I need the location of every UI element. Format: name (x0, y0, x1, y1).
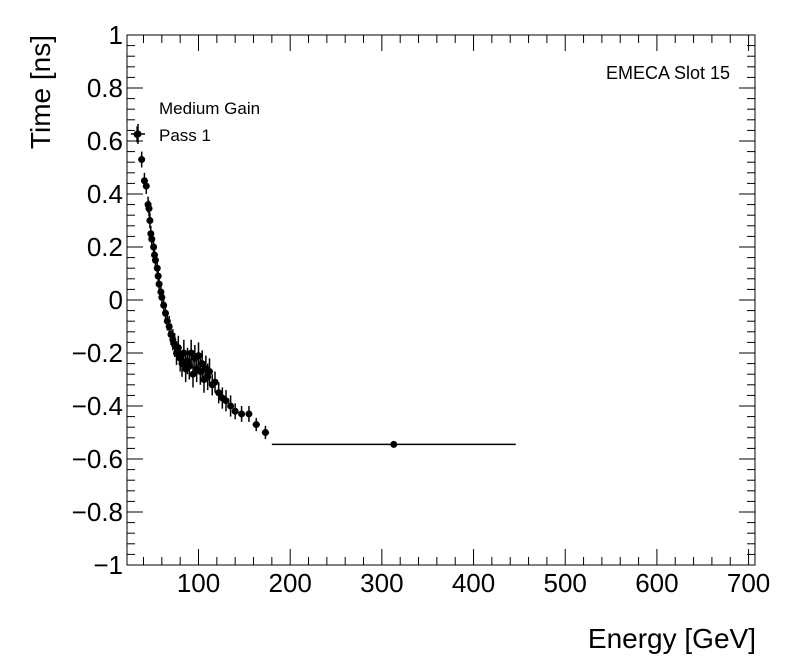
y-tick-label: −0.2 (72, 338, 123, 368)
marker (206, 368, 214, 376)
data-point (142, 178, 150, 194)
slot-annotation: EMECA Slot 15 (606, 63, 730, 83)
data-point (215, 382, 223, 404)
data-point (206, 358, 214, 385)
marker (245, 410, 253, 418)
marker (147, 230, 155, 238)
y-tick-label: 0.8 (87, 73, 123, 103)
marker (180, 349, 188, 357)
data-point (198, 350, 206, 377)
marker (187, 349, 195, 357)
y-tick-label: −0.8 (72, 497, 123, 527)
y-axis-tick-labels: −1 −0.8 −0.6 −0.4 −0.2 0 0.2 0.4 0.6 0.8 1 (72, 20, 123, 580)
y-tick-label: −0.4 (72, 391, 123, 421)
gain-annotation: Medium Gain (159, 99, 260, 118)
marker (195, 352, 203, 360)
marker (151, 251, 159, 259)
data-point (187, 339, 195, 367)
data-point (145, 200, 153, 217)
y-axis-ticks (127, 34, 755, 566)
y-tick-label: 0 (109, 285, 123, 315)
x-axis-title: Energy [GeV] (588, 623, 756, 654)
y-tick-label: −0.6 (72, 444, 123, 474)
marker (150, 243, 158, 251)
marker (238, 410, 246, 418)
x-tick-label: 600 (635, 568, 678, 598)
data-point (261, 425, 270, 440)
data-point (227, 395, 235, 417)
x-tick-label: 200 (268, 568, 311, 598)
y-tick-label: 0.2 (87, 232, 123, 262)
marker (189, 370, 197, 378)
data-point (252, 417, 260, 432)
y-tick-label: −1 (93, 550, 123, 580)
data-point (245, 406, 253, 422)
data-point (146, 212, 154, 229)
data-point (195, 342, 203, 369)
x-tick-label: 500 (544, 568, 587, 598)
legend-marker (131, 124, 145, 144)
data-series (133, 126, 516, 448)
marker (146, 217, 154, 224)
marker (227, 402, 235, 410)
data-point (138, 151, 146, 168)
data-point (231, 403, 239, 420)
marker (153, 264, 161, 272)
marker (145, 205, 153, 213)
data-point (180, 339, 188, 367)
x-axis-ticks (143, 35, 750, 565)
data-point (222, 390, 230, 412)
x-tick-label: 100 (177, 568, 220, 598)
marker (222, 397, 230, 405)
data-point (189, 360, 197, 388)
x-tick-label: 400 (452, 568, 495, 598)
data-point (238, 406, 246, 422)
marker (154, 272, 162, 280)
marker (157, 288, 165, 296)
marker (138, 156, 146, 164)
x-tick-label: 300 (360, 568, 403, 598)
marker (215, 389, 223, 397)
y-tick-label: 0.6 (87, 126, 123, 156)
marker (198, 360, 206, 368)
x-tick-label: 700 (727, 568, 770, 598)
marker (211, 378, 219, 386)
y-axis-title: Time [ns] (25, 35, 56, 149)
marker (231, 407, 239, 415)
y-tick-label: 1 (109, 20, 123, 50)
data-point (271, 440, 516, 448)
y-tick-label: 0.4 (87, 179, 123, 209)
marker (390, 440, 398, 448)
marker (261, 429, 269, 436)
legend-entry-label: Pass 1 (159, 126, 211, 145)
data-point (211, 371, 219, 393)
marker (142, 182, 150, 190)
marker (252, 421, 260, 429)
x-axis-tick-labels: 100 200 300 400 500 600 700 (177, 568, 770, 598)
